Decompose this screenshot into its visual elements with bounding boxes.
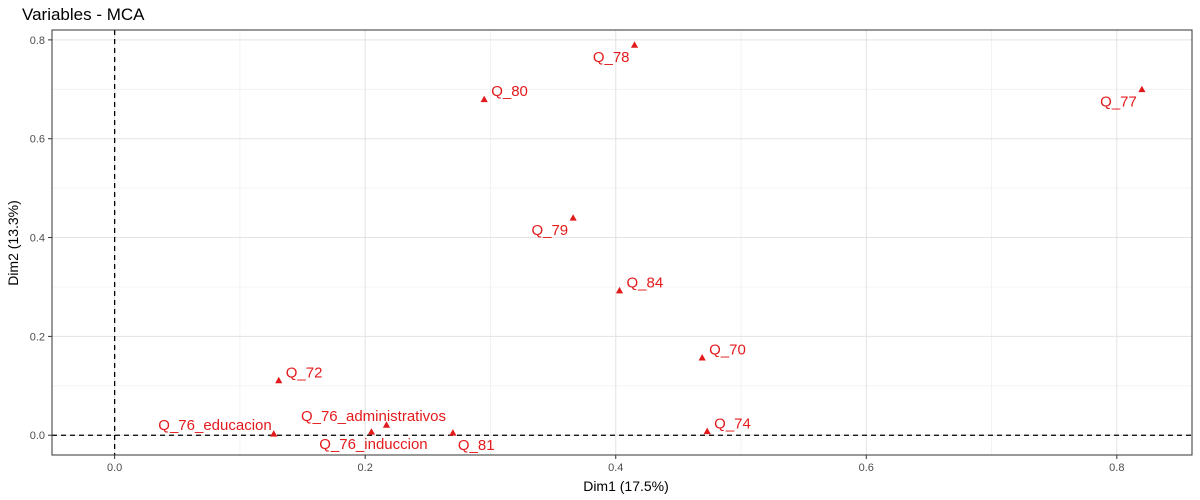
point-label: Q_76_educacion [158,417,271,434]
point-label: Q_79 [531,222,568,239]
point-label: Q_76_administrativos [301,408,446,425]
point-label: Q_78 [593,49,630,66]
point-marker [270,430,278,437]
x-tick-label: 0.2 [358,462,373,474]
point-marker [367,428,376,435]
reference-lines [52,30,1192,455]
point-marker [449,429,457,436]
chart-title: Variables - MCA [22,5,145,24]
point-marker [382,421,391,428]
point-label: Q_76_induccion [319,436,427,453]
x-tick-label: 0.0 [107,462,122,474]
x-tick-label: 0.8 [1109,462,1124,474]
y-axis-title: Dim2 (13.3%) [5,200,21,286]
x-tick-label: 0.6 [859,462,874,474]
point-marker [698,354,706,361]
x-axis-ticks: 0.0 0.2 0.4 0.6 0.8 [107,455,1124,474]
point-marker [569,214,577,221]
point-marker [615,286,624,294]
point-label: Q_80 [491,83,528,100]
data-points: Q_78 Q_77 Q_80 Q_79 Q_84 Q_70 Q_72 Q_76_adminis… [158,41,1146,454]
grid-lines [52,30,1192,455]
point-marker [275,376,283,384]
y-axis-ticks: 0.0 0.2 0.4 0.6 0.8 [30,35,52,442]
point-label: Q_70 [709,342,746,359]
y-tick-label: 0.6 [30,134,45,146]
y-tick-label: 0.0 [30,430,45,442]
point-label: Q_81 [458,437,495,454]
point-marker [630,41,639,48]
point-marker [480,95,488,103]
x-tick-label: 0.4 [608,462,623,474]
x-axis-title: Dim1 (17.5%) [583,478,669,494]
point-label: Q_84 [626,274,663,291]
point-label: Q_72 [286,364,323,381]
y-tick-label: 0.8 [30,35,45,47]
point-label: Q_74 [714,415,751,432]
point-marker [1138,85,1146,93]
y-tick-label: 0.4 [30,233,45,245]
y-tick-label: 0.2 [30,331,45,343]
plot-panel-border [51,29,1193,456]
point-marker [703,427,711,435]
point-label: Q_77 [1100,93,1137,110]
